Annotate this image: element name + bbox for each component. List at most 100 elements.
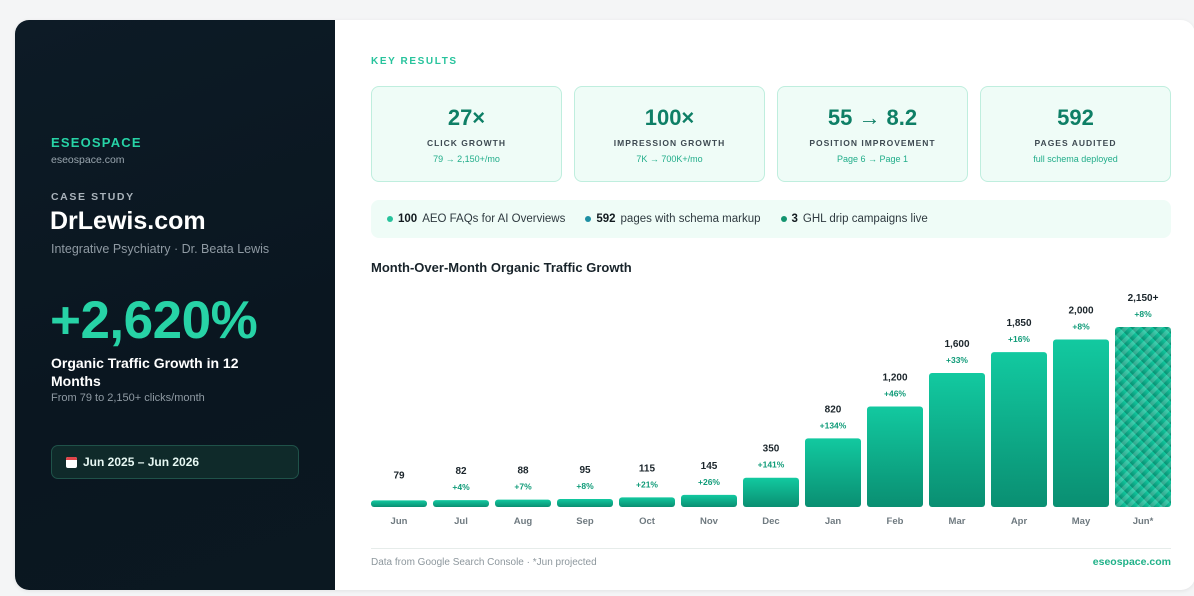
x-axis-tick-label: Jan xyxy=(825,516,842,527)
bar-jul xyxy=(433,500,489,507)
bar-may xyxy=(1053,339,1109,507)
highlight-number: 592 xyxy=(596,213,616,225)
growth-percentage: +2,620% xyxy=(50,291,258,350)
date-range-badge: Jun 2025 – Jun 2026 xyxy=(51,445,299,479)
growth-subtext: From 79 to 2,150+ clicks/month xyxy=(51,392,205,404)
bar-growth-label: +8% xyxy=(1072,322,1090,332)
case-study-card: ESEOSPACE eseospace.com CASE STUDY DrLew… xyxy=(15,20,1194,590)
bar-sep xyxy=(557,499,613,507)
bar-value-label: 2,000 xyxy=(1068,306,1093,317)
bar-growth-label: +33% xyxy=(946,355,968,365)
stat-value: 592 xyxy=(1057,105,1094,130)
stat-card-click-growth: 27× CLICK GROWTH 79 → 2,150+/mo xyxy=(371,86,562,182)
stat-label: CLICK GROWTH xyxy=(426,138,507,148)
x-axis-tick-label: Apr xyxy=(1011,516,1028,527)
x-axis-tick-label: Dec xyxy=(762,516,779,527)
highlight-schema: 592 pages with schema markup xyxy=(585,213,761,225)
bar-value-label: 145 xyxy=(701,461,718,472)
chart-title: Month-Over-Month Organic Traffic Growth xyxy=(371,260,632,275)
bar-value-label: 2,150+ xyxy=(1128,293,1159,304)
bar-growth-label: +46% xyxy=(884,389,906,399)
right-panel: KEY RESULTS 27× CLICK GROWTH 79 → 2,150+… xyxy=(335,20,1194,590)
stat-value: 55 → 8.2 xyxy=(827,105,918,130)
bar-dec xyxy=(743,477,799,507)
stat-label: PAGES AUDITED xyxy=(1034,138,1117,148)
traffic-bar-chart: 79 Jun 82 +4% Jul 88 +7% Aug 95 +8% Sep 115 +21% Oct 1… xyxy=(371,293,1171,527)
highlights-bar: 100 AEO FAQs for AI Overviews 592 pages … xyxy=(371,200,1171,238)
x-axis-tick-label: Aug xyxy=(514,516,533,527)
stat-subtext: 79 → 2,150+/mo xyxy=(433,154,500,164)
bar-value-label: 95 xyxy=(579,465,591,476)
x-axis-tick-label: Oct xyxy=(639,516,656,527)
stat-value: 100× xyxy=(644,105,695,130)
bar-growth-label: +8% xyxy=(576,481,594,491)
highlight-text: pages with schema markup xyxy=(620,213,761,225)
highlight-number: 100 xyxy=(398,213,418,225)
x-axis-tick-label: Jun* xyxy=(1133,516,1154,527)
bar-jan xyxy=(805,438,861,507)
bar-growth-label: +134% xyxy=(820,420,847,430)
client-subtitle: Integrative Psychiatry · Dr. Beata Lewis xyxy=(51,242,270,256)
footer-site-link[interactable]: eseospace.com xyxy=(1092,556,1171,568)
bar-value-label: 350 xyxy=(763,444,780,455)
stat-subtext: full schema deployed xyxy=(1033,154,1118,164)
bar-growth-label: +16% xyxy=(1008,334,1030,344)
x-axis-tick-label: Nov xyxy=(700,516,719,527)
key-results-title: KEY RESULTS xyxy=(371,56,458,67)
bullet-dot-icon xyxy=(780,216,787,222)
x-axis-tick-label: Sep xyxy=(576,516,594,527)
bar-value-label: 82 xyxy=(455,466,467,477)
bar-value-label: 88 xyxy=(517,466,529,477)
bar-feb xyxy=(867,406,923,507)
highlight-number: 3 xyxy=(791,213,798,225)
x-axis-tick-label: May xyxy=(1072,516,1091,527)
stat-value: 27× xyxy=(447,105,486,130)
bullet-dot-icon xyxy=(585,216,592,222)
stat-card-pages-audited: 592 PAGES AUDITED full schema deployed xyxy=(980,86,1171,182)
brand-url: eseospace.com xyxy=(51,154,125,166)
stat-subtext: 7K → 700K+/mo xyxy=(636,154,703,164)
stat-subtext: Page 6 → Page 1 xyxy=(836,154,909,164)
stat-label: POSITION IMPROVEMENT xyxy=(809,138,936,148)
stat-card-impression-growth: 100× IMPRESSION GROWTH 7K → 700K+/mo xyxy=(574,86,765,182)
highlight-faqs: 100 AEO FAQs for AI Overviews xyxy=(387,213,565,225)
x-axis-tick-label: Feb xyxy=(887,516,904,527)
calendar-icon xyxy=(66,456,77,468)
bar-oct xyxy=(619,497,675,507)
bar-value-label: 1,850 xyxy=(1006,318,1031,329)
brand-name: ESEOSPACE xyxy=(51,135,142,150)
date-range-text: Jun 2025 – Jun 2026 xyxy=(83,455,200,469)
client-title: DrLewis.com xyxy=(50,207,206,235)
bar-growth-label: +4% xyxy=(452,482,470,492)
bar-jun-projected xyxy=(1115,327,1171,507)
bar-growth-label: +7% xyxy=(514,482,532,492)
x-axis-tick-label: Mar xyxy=(949,516,966,527)
bar-aug xyxy=(495,499,551,507)
highlight-text: AEO FAQs for AI Overviews xyxy=(422,213,566,225)
bullet-dot-icon xyxy=(387,216,393,222)
bar-mar xyxy=(929,373,985,507)
stat-label: IMPRESSION GROWTH xyxy=(613,138,726,148)
stat-card-position-improvement: 55 → 8.2 POSITION IMPROVEMENT Page 6 → P… xyxy=(777,86,968,182)
bar-jun xyxy=(371,500,427,507)
highlight-text: GHL drip campaigns live xyxy=(802,213,928,225)
footer-source-note: Data from Google Search Console · *Jun p… xyxy=(371,557,597,568)
x-axis-tick-label: Jun xyxy=(391,516,408,527)
bar-value-label: 1,200 xyxy=(882,373,907,384)
left-panel: ESEOSPACE eseospace.com CASE STUDY DrLew… xyxy=(15,20,335,590)
bar-growth-label: +141% xyxy=(758,460,785,470)
bar-value-label: 115 xyxy=(639,463,656,474)
bar-growth-label: +8% xyxy=(1134,309,1152,319)
bar-value-label: 820 xyxy=(825,404,842,415)
bar-growth-label: +21% xyxy=(636,479,658,489)
case-study-label: CASE STUDY xyxy=(51,191,135,203)
bar-value-label: 1,600 xyxy=(944,339,969,350)
bar-value-label: 79 xyxy=(393,470,405,481)
highlight-campaigns: 3 GHL drip campaigns live xyxy=(780,213,928,225)
footer-divider xyxy=(371,548,1171,549)
growth-label: Organic Traffic Growth in 12 Months xyxy=(51,355,239,389)
bar-growth-label: +26% xyxy=(698,477,720,487)
x-axis-tick-label: Jul xyxy=(454,516,468,527)
bar-nov xyxy=(681,494,737,507)
bar-apr xyxy=(991,352,1047,507)
